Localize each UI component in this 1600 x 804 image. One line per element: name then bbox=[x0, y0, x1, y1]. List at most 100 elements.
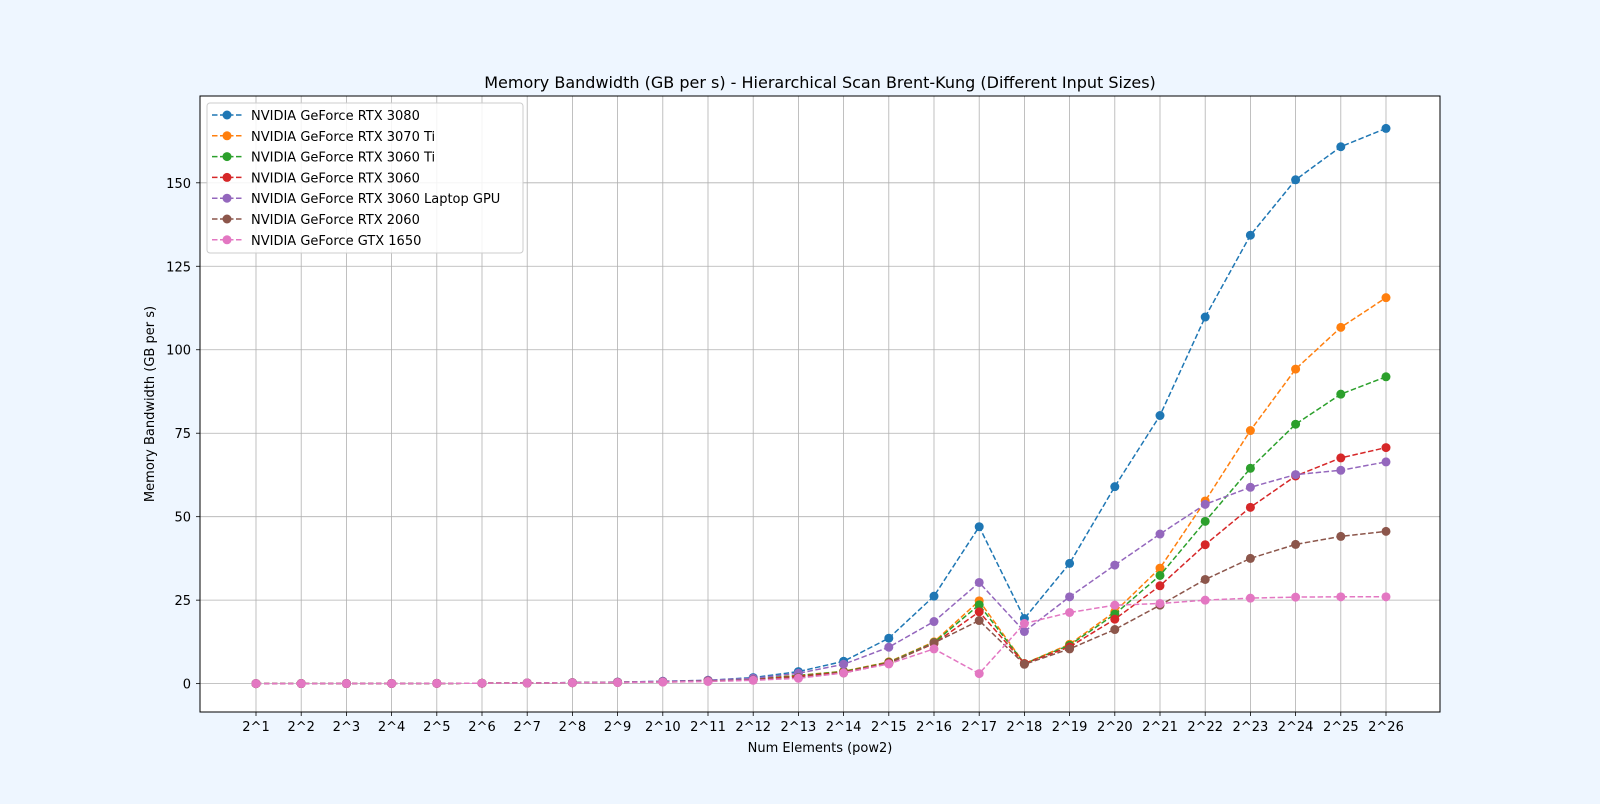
data-point bbox=[1381, 457, 1391, 467]
x-tick-label: 2^5 bbox=[423, 720, 450, 735]
legend-marker bbox=[222, 110, 232, 120]
data-point bbox=[1381, 443, 1391, 453]
data-point bbox=[1245, 502, 1255, 512]
x-tick-label: 2^3 bbox=[333, 720, 360, 735]
data-point bbox=[1336, 531, 1346, 541]
data-point bbox=[1336, 389, 1346, 399]
legend-label: NVIDIA GeForce GTX 1650 bbox=[251, 234, 421, 249]
data-point bbox=[1019, 619, 1029, 629]
data-point bbox=[839, 659, 849, 669]
data-point bbox=[1110, 560, 1120, 570]
legend-marker bbox=[222, 152, 232, 162]
data-point bbox=[1336, 142, 1346, 152]
data-point bbox=[793, 673, 803, 683]
y-tick-label: 75 bbox=[174, 427, 191, 442]
legend-marker bbox=[222, 172, 232, 182]
data-point bbox=[1291, 539, 1301, 549]
y-tick-label: 100 bbox=[166, 344, 191, 359]
data-point bbox=[884, 642, 894, 652]
series-group bbox=[251, 592, 1391, 689]
data-point bbox=[1381, 592, 1391, 602]
x-tick-label: 2^25 bbox=[1323, 720, 1359, 735]
legend-marker bbox=[222, 214, 232, 224]
data-point bbox=[1200, 499, 1210, 509]
data-point bbox=[1381, 372, 1391, 382]
data-point bbox=[929, 617, 939, 627]
data-point bbox=[974, 616, 984, 626]
axis-ticks: 2^1 2^2 2^3 2^4 2^5 2^6 2^7 2^8 2^9 2^10 2^11 2^12 2… bbox=[166, 177, 1404, 735]
series-line bbox=[256, 596, 1386, 685]
data-point bbox=[296, 679, 306, 689]
x-tick-label: 2^9 bbox=[604, 720, 631, 735]
data-point bbox=[1245, 230, 1255, 240]
x-tick-label: 2^21 bbox=[1142, 720, 1178, 735]
y-tick-label: 25 bbox=[174, 594, 191, 609]
legend-label: NVIDIA GeForce RTX 2060 bbox=[251, 213, 420, 228]
x-tick-label: 2^4 bbox=[378, 720, 405, 735]
x-tick-label: 2^26 bbox=[1368, 720, 1404, 735]
legend-marker bbox=[222, 193, 232, 203]
data-point bbox=[1245, 553, 1255, 563]
x-tick-label: 2^16 bbox=[916, 720, 952, 735]
data-point bbox=[1200, 540, 1210, 550]
legend-label: NVIDIA GeForce RTX 3060 bbox=[251, 171, 420, 186]
legend-box bbox=[206, 102, 524, 254]
data-point bbox=[974, 522, 984, 532]
data-point bbox=[1065, 608, 1075, 618]
data-point bbox=[1381, 526, 1391, 536]
x-tick-label: 2^8 bbox=[559, 720, 586, 735]
data-point bbox=[1065, 592, 1075, 602]
data-point bbox=[432, 678, 442, 688]
data-point bbox=[1110, 625, 1120, 635]
y-tick-label: 50 bbox=[174, 511, 191, 526]
data-point bbox=[929, 644, 939, 654]
data-point bbox=[703, 676, 713, 686]
x-axis-label: Num Elements (pow2) bbox=[748, 741, 893, 756]
data-point bbox=[251, 679, 261, 689]
data-point bbox=[1155, 411, 1165, 421]
legend: NVIDIA GeForce RTX 3080 NVIDIA GeForce RT… bbox=[206, 102, 524, 254]
data-point bbox=[1200, 312, 1210, 322]
legend-label: NVIDIA GeForce RTX 3080 bbox=[251, 109, 420, 124]
legend-label: NVIDIA GeForce RTX 3060 Ti bbox=[251, 151, 435, 166]
y-axis-label: Memory Bandwidth (GB per s) bbox=[143, 306, 158, 502]
data-point bbox=[1291, 470, 1301, 480]
y-tick-label: 125 bbox=[166, 260, 191, 275]
data-point bbox=[1336, 465, 1346, 475]
data-point bbox=[522, 678, 532, 688]
data-point bbox=[1336, 592, 1346, 602]
x-tick-label: 2^23 bbox=[1233, 720, 1269, 735]
data-point bbox=[658, 677, 668, 687]
legend-marker bbox=[222, 131, 232, 141]
data-point bbox=[1291, 592, 1301, 602]
y-tick-label: 150 bbox=[166, 177, 191, 192]
data-point bbox=[613, 678, 623, 688]
data-point bbox=[1291, 364, 1301, 374]
data-point bbox=[1155, 598, 1165, 608]
data-point bbox=[748, 675, 758, 685]
data-point bbox=[1110, 614, 1120, 624]
x-tick-label: 2^22 bbox=[1187, 720, 1223, 735]
data-point bbox=[974, 600, 984, 610]
data-point bbox=[567, 678, 577, 688]
data-point bbox=[1155, 563, 1165, 573]
data-point bbox=[1200, 595, 1210, 605]
data-point bbox=[1381, 123, 1391, 133]
data-point bbox=[477, 678, 487, 688]
x-tick-label: 2^11 bbox=[690, 720, 726, 735]
x-tick-label: 2^20 bbox=[1097, 720, 1133, 735]
x-tick-label: 2^17 bbox=[961, 720, 997, 735]
data-point bbox=[1065, 644, 1075, 654]
chart-title: Memory Bandwidth (GB per s) - Hierarchic… bbox=[484, 73, 1156, 92]
data-point bbox=[1019, 627, 1029, 637]
x-tick-label: 2^19 bbox=[1052, 720, 1088, 735]
data-point bbox=[1291, 175, 1301, 185]
data-point bbox=[341, 679, 351, 689]
data-point bbox=[974, 669, 984, 679]
data-point bbox=[1155, 529, 1165, 539]
data-point bbox=[974, 577, 984, 587]
x-tick-label: 2^2 bbox=[287, 720, 314, 735]
data-point bbox=[839, 668, 849, 678]
